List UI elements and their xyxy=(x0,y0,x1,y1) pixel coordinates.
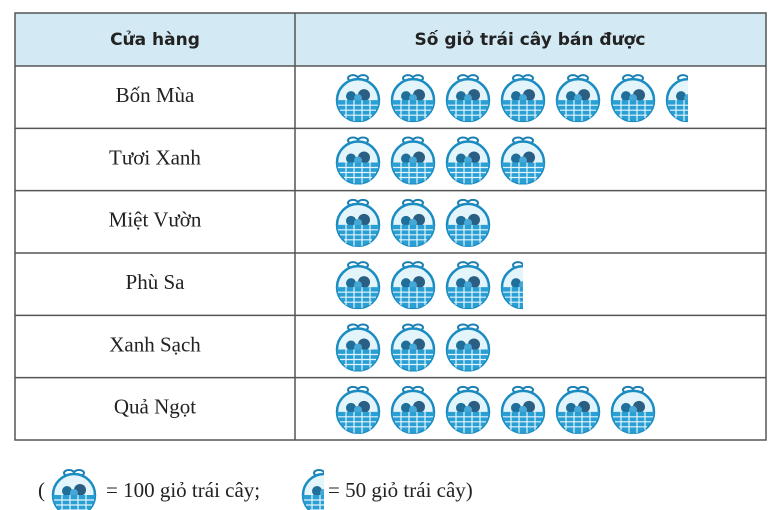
basket-icon xyxy=(390,136,436,185)
basket-icon xyxy=(335,73,381,123)
basket-icon xyxy=(445,198,491,247)
basket-icon xyxy=(390,198,436,247)
basket-icon xyxy=(335,260,381,310)
row-label: Xanh Sạch xyxy=(109,332,201,356)
basket-icon xyxy=(500,136,546,185)
basket-icon xyxy=(445,260,491,310)
icon-row xyxy=(335,136,546,185)
basket-icon xyxy=(390,260,436,310)
table-borders xyxy=(14,12,767,441)
half-basket-icon xyxy=(667,75,709,121)
icon-row xyxy=(335,260,544,310)
basket-icon xyxy=(390,73,436,123)
basket-icon xyxy=(445,323,491,372)
header-bg xyxy=(15,13,766,66)
row-label: Tươi Xanh xyxy=(109,145,201,169)
icon-row xyxy=(335,73,709,123)
icon-row xyxy=(335,323,491,372)
basket-icon xyxy=(335,385,381,434)
basket-icon xyxy=(500,73,546,123)
basket-icon xyxy=(610,73,656,123)
key-label: = 100 giỏ trái cây; xyxy=(106,478,260,502)
basket-icon xyxy=(555,385,601,434)
header-cell: Số giỏ trái cây bán được xyxy=(415,29,646,50)
basket-icon xyxy=(500,385,546,434)
basket-icon xyxy=(390,385,436,434)
basket-icon xyxy=(610,385,656,434)
basket-icon xyxy=(390,323,436,372)
basket-icon xyxy=(445,385,491,434)
key-paren: ( xyxy=(38,478,45,502)
basket-icon xyxy=(335,136,381,185)
basket-icon xyxy=(555,73,601,123)
row-label: Phù Sa xyxy=(126,270,186,294)
icon-row xyxy=(335,385,656,434)
row-label: Quả Ngọt xyxy=(114,395,196,419)
basket-icon xyxy=(445,136,491,185)
row-label: Bốn Mùa xyxy=(116,83,195,107)
basket-icon xyxy=(335,198,381,247)
icon-row xyxy=(335,198,491,247)
key-icon xyxy=(51,468,97,510)
basket-icon xyxy=(335,323,381,372)
header-cell: Cửa hàng xyxy=(110,30,200,50)
key-label: = 50 giỏ trái cây) xyxy=(328,478,473,502)
row-label: Miệt Vườn xyxy=(109,208,202,232)
half-basket-icon xyxy=(502,262,544,308)
basket-icon xyxy=(445,73,491,123)
